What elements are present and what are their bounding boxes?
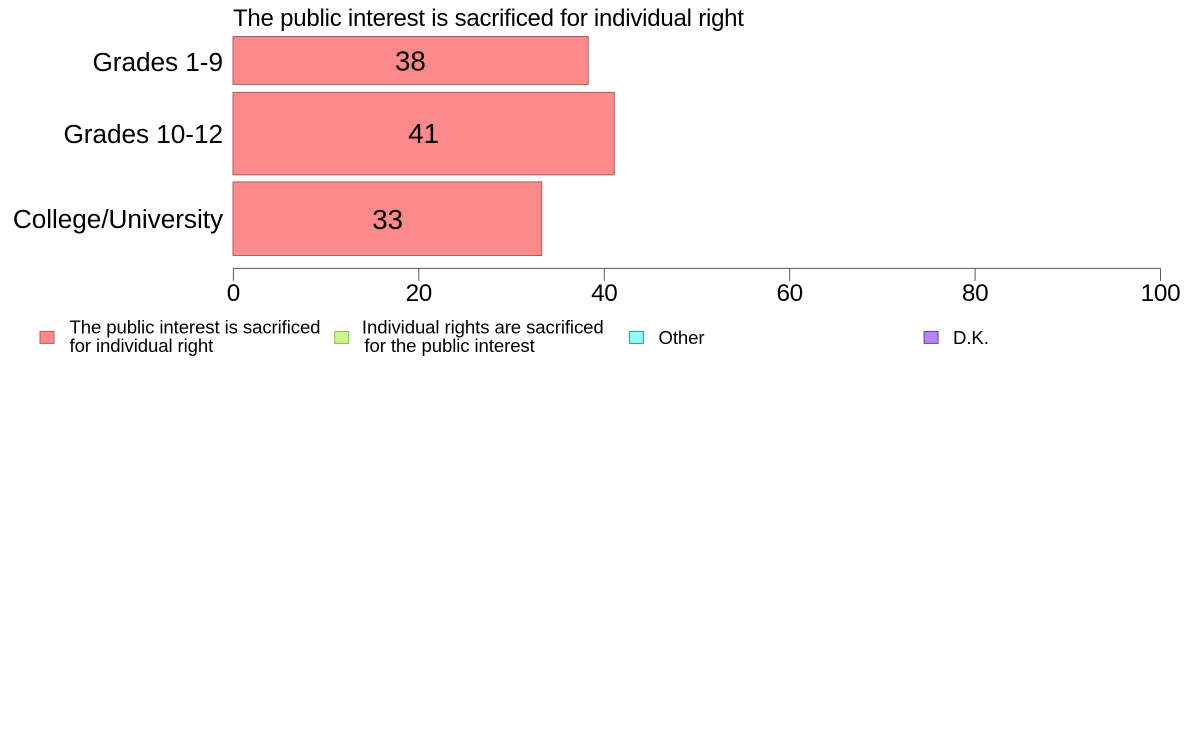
svg-text:41: 41 [408, 118, 439, 149]
svg-text:60: 60 [776, 280, 802, 307]
svg-text:Grades 10-12: Grades 10-12 [63, 119, 223, 149]
svg-text:100: 100 [1141, 280, 1181, 307]
svg-text:40: 40 [591, 280, 617, 307]
svg-text:80: 80 [962, 280, 988, 307]
svg-text:33: 33 [372, 204, 403, 235]
svg-text:Other: Other [659, 327, 705, 348]
svg-text:College/University: College/University [13, 204, 224, 234]
svg-text:0: 0 [227, 280, 240, 307]
svg-text:for individual right: for individual right [70, 335, 215, 356]
svg-text:D.K.: D.K. [953, 327, 989, 348]
svg-text:20: 20 [406, 280, 432, 307]
svg-text:The public interest is sacrifi: The public interest is sacrificed [70, 316, 321, 337]
svg-text:The public interest is sacrifi: The public interest is sacrificed for in… [233, 5, 744, 32]
svg-text:38: 38 [395, 46, 426, 77]
svg-text:Individual rights are sacrific: Individual rights are sacrificed [362, 316, 604, 337]
svg-text:for the public interest: for the public interest [364, 335, 535, 356]
svg-text:Grades 1-9: Grades 1-9 [92, 47, 223, 77]
